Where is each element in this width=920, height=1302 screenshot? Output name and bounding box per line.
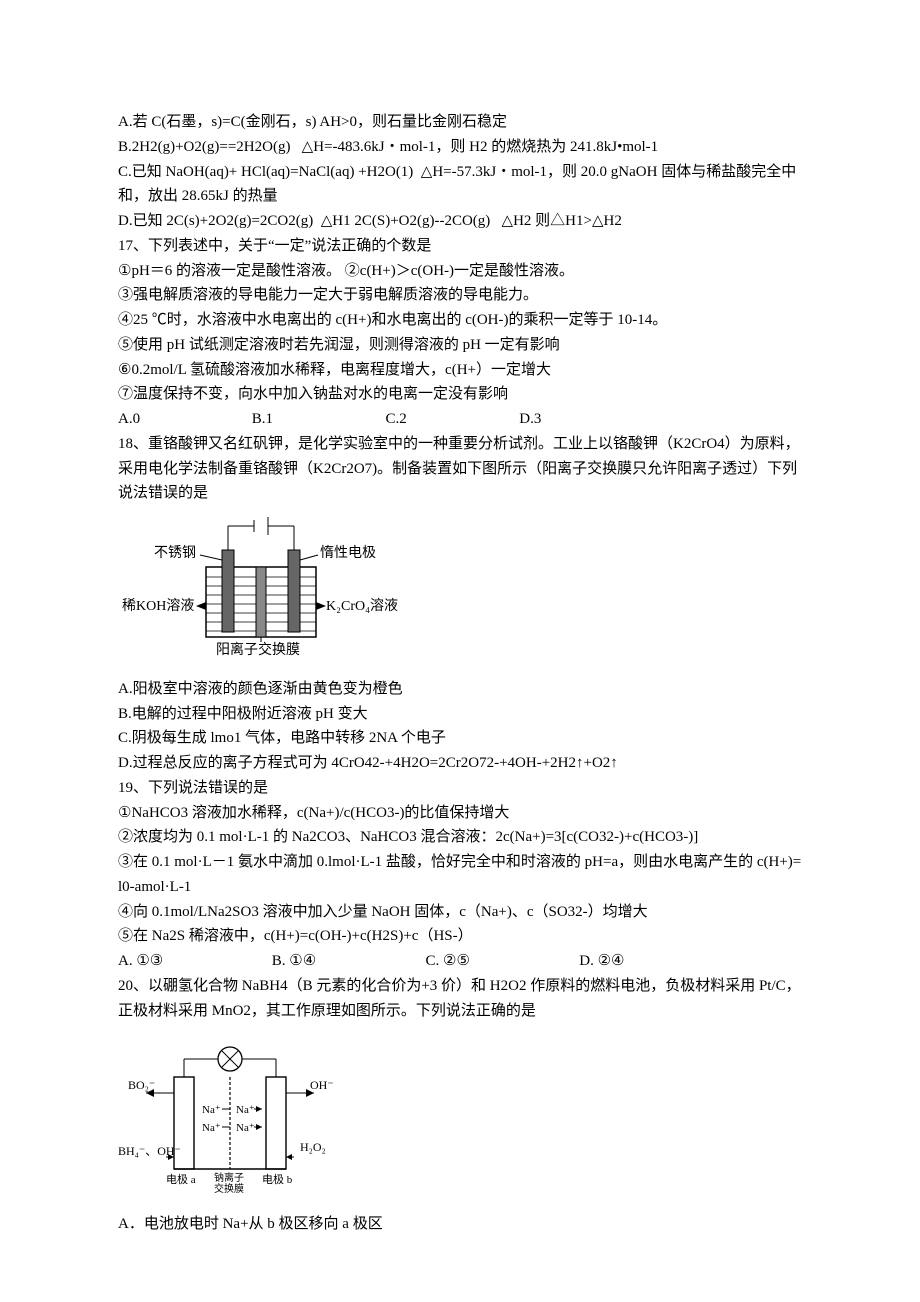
q20-label-membrane-1: 钠离子 [214,1171,244,1184]
q20-label-out-left: BO₂⁻ [128,1078,155,1092]
q17-stem: 17、下列表述中，关于“一定”说法正确的个数是 [118,234,802,259]
q18-electrolysis-diagram: 不锈钢 惰性电极 稀KOH溶液 K₂CrO₄溶液 阳离子交换膜 [118,512,802,671]
q20-label-in-right: H₂O₂ [300,1140,326,1154]
q19-opt-a: A. ①③ [118,949,268,974]
q18-opt-a: A.阳极室中溶液的颜色逐渐由黄色变为橙色 [118,677,802,702]
q19-opt-c: C. ②⑤ [426,949,576,974]
q17-statement-7: ⑦温度保持不变，向水中加入钠盐对水的电离一定没有影响 [118,382,802,407]
q17-statement-4: ④25 ℃时，水溶液中水电离出的 c(H+)和水电离出的 c(OH-)的乘积一定… [118,308,802,333]
q20-opt-a: A．电池放电时 Na+从 b 极区移向 a 极区 [118,1212,802,1237]
q19-stem: 19、下列说法错误的是 [118,776,802,801]
q19-statement-2: ②浓度均为 0.1 mol·L-1 的 Na2CO3、NaHCO3 混合溶液：2… [118,825,802,850]
q20-label-membrane-2: 交换膜 [214,1182,244,1195]
q18-opt-b: B.电解的过程中阳极附近溶液 pH 变大 [118,702,802,727]
q18-label-right-electrode: 惰性电极 [320,545,376,561]
q19-opt-b: B. ①④ [272,949,422,974]
q17-statement-1-2: ①pH＝6 的溶液一定是酸性溶液。 ②c(H+)＞c(OH-)一定是酸性溶液。 [118,259,802,284]
q18-label-left-solution: 稀KOH溶液 [122,598,194,614]
q20-label-electrode-b: 电极 b [262,1172,293,1186]
q18-stem: 18、重铬酸钾又名红矾钾，是化学实验室中的一种重要分析试剂。工业上以铬酸钾（K2… [118,432,802,506]
q18-label-left-electrode: 不锈钢 [154,545,196,561]
q17-opt-d: D.3 [519,407,649,432]
q20-label-na-4: Na⁺ [236,1122,255,1134]
q19-statement-1: ①NaHCO3 溶液加水稀释，c(Na+)/c(HCO3-)的比值保持增大 [118,801,802,826]
q20-label-na-3: Na⁺ [202,1122,221,1134]
q20-stem: 20、以硼氢化合物 NaBH4（B 元素的化合价为+3 价）和 H2O2 作原料… [118,974,802,1024]
q20-label-na-1: Na⁺ [202,1104,221,1116]
q17-opt-a: A.0 [118,407,248,432]
q16-opt-c: C.已知 NaOH(aq)+ HCl(aq)=NaCl(aq) +H2O(1) … [118,160,802,210]
q18-opt-d: D.过程总反应的离子方程式可为 4CrO42-+4H2O=2Cr2O72-+4O… [118,751,802,776]
q17-opt-b: B.1 [252,407,382,432]
q16-opt-d: D.已知 2C(s)+2O2(g)=2CO2(g) △H1 2C(S)+O2(g… [118,209,802,234]
q17-statement-6: ⑥0.2mol/L 氢硫酸溶液加水稀释，电离程度增大，c(H+）一定增大 [118,358,802,383]
q20-label-na-2: Na⁺ [236,1104,255,1116]
q19-statement-5: ⑤在 Na2S 稀溶液中，c(H+)=c(OH-)+c(H2S)+c（HS-） [118,924,802,949]
q16-opt-a: A.若 C(石墨，s)=C(金刚石，s) AH>0，则石量比金刚石稳定 [118,110,802,135]
q16-opt-b: B.2H2(g)+O2(g)==2H2O(g) △H=-483.6kJ・mol-… [118,135,802,160]
q18-opt-c: C.阴极每生成 lmo1 气体，电路中转移 2NA 个电子 [118,726,802,751]
q19-opt-d: D. ②④ [579,949,729,974]
q19-options: A. ①③ B. ①④ C. ②⑤ D. ②④ [118,949,802,974]
q18-label-right-solution: K₂CrO₄溶液 [326,598,398,614]
q19-statement-3: ③在 0.1 mol·L－1 氨水中滴加 0.lmol·L-1 盐酸，恰好完全中… [118,850,802,900]
q20-fuel-cell-diagram: BO₂⁻ OH⁻ Na⁺ Na⁺ Na⁺ Na⁺ BH₄⁻、OH⁻ H₂O₂ 电… [118,1037,802,1206]
q17-statement-5: ⑤使用 pH 试纸测定溶液时若先润湿，则测得溶液的 pH 一定有影响 [118,333,802,358]
q20-label-out-right: OH⁻ [310,1078,334,1092]
q20-label-electrode-a: 电极 a [166,1172,196,1186]
q19-statement-4: ④向 0.1mol/LNa2SO3 溶液中加入少量 NaOH 固体，c（Na+)… [118,900,802,925]
q17-options: A.0 B.1 C.2 D.3 [118,407,802,432]
q17-opt-c: C.2 [386,407,516,432]
q17-statement-3: ③强电解质溶液的导电能力一定大于弱电解质溶液的导电能力。 [118,283,802,308]
q18-label-membrane: 阳离子交换膜 [216,641,300,658]
